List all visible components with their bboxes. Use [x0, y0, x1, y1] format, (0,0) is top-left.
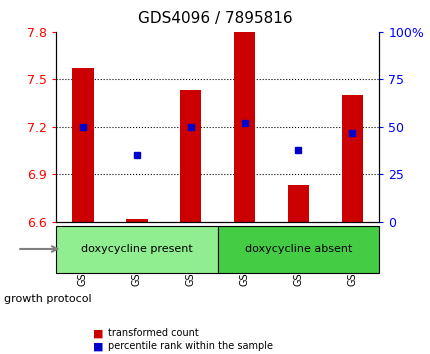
- Bar: [72, 68, 94, 222]
- Text: percentile rank within the sample: percentile rank within the sample: [108, 341, 272, 351]
- Text: ■: ■: [93, 341, 103, 351]
- Bar: [341, 95, 362, 222]
- Bar: [287, 185, 309, 222]
- Text: GDS4096 / 7895816: GDS4096 / 7895816: [138, 11, 292, 25]
- Bar: [126, 219, 147, 222]
- Text: doxycycline absent: doxycycline absent: [244, 244, 351, 254]
- Text: transformed count: transformed count: [108, 329, 198, 338]
- Bar: [217, 225, 378, 273]
- Text: ■: ■: [93, 329, 103, 338]
- Bar: [180, 90, 201, 222]
- Text: doxycycline present: doxycycline present: [81, 244, 192, 254]
- Text: growth protocol: growth protocol: [4, 294, 92, 304]
- Bar: [56, 225, 217, 273]
- Bar: [233, 32, 255, 222]
